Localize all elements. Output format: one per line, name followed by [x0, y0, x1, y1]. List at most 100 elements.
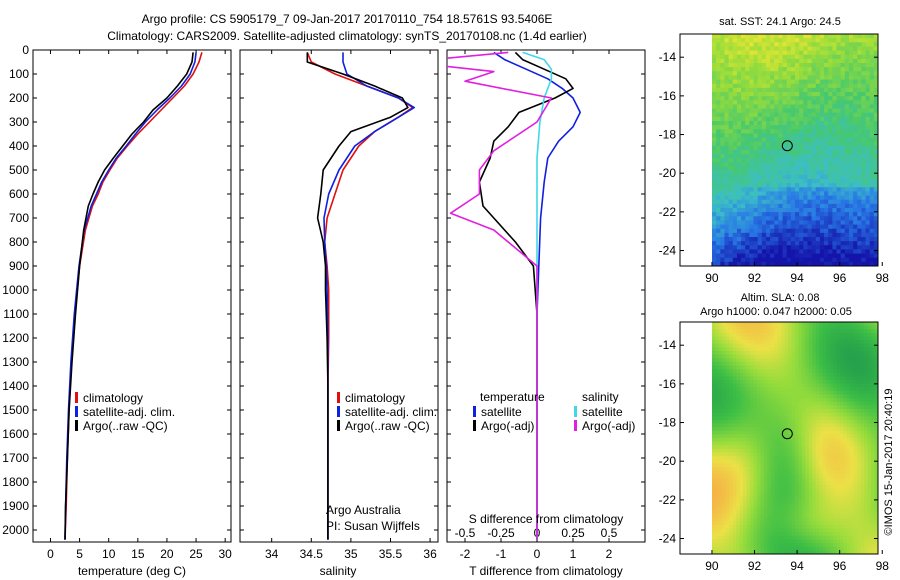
sla-cell [760, 477, 765, 482]
sst-cell [861, 158, 866, 163]
sla-cell [770, 405, 775, 410]
sst-cell [745, 208, 750, 213]
sla-cell [798, 351, 803, 356]
sst-cell [848, 179, 854, 184]
sla-cell [746, 394, 751, 399]
sst-cell [807, 96, 812, 101]
sst-cell [861, 162, 866, 167]
sla-cell [864, 332, 869, 337]
sla-cell [767, 485, 772, 490]
sst-cell [761, 63, 767, 68]
sla-cell [774, 329, 779, 334]
sst-cell [832, 34, 837, 39]
sst-cell [774, 46, 779, 51]
sla-cell [812, 361, 817, 366]
sst-cell [811, 42, 817, 47]
sla-cell [846, 332, 851, 337]
sla-cell [753, 427, 758, 432]
sla-cell [774, 448, 779, 453]
sla-cell [801, 416, 806, 421]
sst-cell [716, 195, 721, 201]
sla-cell [871, 361, 875, 366]
sla-cell [736, 463, 741, 468]
sst-cell [736, 166, 742, 172]
sst-cell [741, 228, 746, 234]
sst-cell [869, 42, 875, 47]
sla-cell [860, 456, 865, 461]
sst-cell [848, 46, 854, 51]
sla-cell [843, 347, 848, 352]
sst-cell [720, 237, 725, 242]
sla-cell [864, 452, 869, 457]
sst-cell [873, 241, 879, 246]
sla-cell [846, 343, 851, 348]
sst-cell [807, 166, 812, 172]
sst-cell [869, 249, 875, 254]
sla-cell [833, 481, 837, 486]
sst-cell [844, 112, 850, 118]
sla-cell [860, 434, 865, 439]
sla-cell [839, 459, 844, 464]
sla-cell [829, 427, 834, 432]
sla-cell [791, 448, 796, 453]
sla-cell [836, 423, 841, 428]
sla-cell [836, 467, 841, 472]
sla-cell [739, 409, 744, 414]
sla-cell [795, 398, 799, 403]
sst-cell [861, 54, 866, 60]
sst-cell [803, 46, 808, 51]
sst-cell [815, 121, 821, 126]
sst-cell [811, 232, 817, 238]
sst-cell [840, 108, 846, 114]
sst-cell [840, 50, 846, 56]
sst-cell [716, 129, 721, 134]
sla-cell [788, 441, 792, 446]
sla-map [712, 322, 879, 555]
sla-cell [718, 376, 723, 381]
sla-cell [874, 503, 879, 508]
sla-cell [795, 445, 799, 450]
sst-cell [720, 63, 725, 68]
sla-cell [795, 351, 799, 356]
sla-cell [846, 445, 851, 450]
sla-cell [770, 412, 775, 417]
sla-cell [853, 434, 858, 439]
sst-cell [873, 203, 879, 209]
sla-cell [833, 448, 837, 453]
sla-cell [795, 427, 799, 432]
sst-cell [786, 50, 792, 56]
sla-cell [743, 390, 747, 395]
sla-cell [784, 448, 789, 453]
sla-cell [774, 351, 779, 356]
sla-cell [756, 503, 761, 508]
sst-cell [790, 96, 796, 101]
sla-cell [739, 503, 744, 508]
sst-cell [873, 253, 879, 259]
sla-cell [795, 376, 799, 381]
sst-cell [790, 34, 796, 39]
sst-cell [840, 158, 846, 163]
sst-cell [757, 241, 763, 246]
sla-cell [725, 336, 730, 341]
sla-cell [826, 423, 830, 428]
sla-cell [795, 336, 799, 341]
sst-cell [736, 245, 742, 250]
sst-cell [741, 245, 746, 250]
sst-cell [761, 141, 767, 147]
sst-cell [857, 224, 862, 230]
sla-cell [784, 336, 789, 341]
sst-cell [857, 104, 862, 109]
sst-cell [844, 63, 850, 68]
sla-cell [712, 467, 716, 472]
sla-cell [739, 459, 744, 464]
sst-cell [857, 75, 862, 80]
sla-cell [784, 329, 789, 334]
sst-cell [749, 228, 754, 234]
sst-cell [832, 96, 837, 101]
sla-cell [729, 423, 734, 428]
sla-cell [791, 332, 796, 337]
sst-cell [778, 179, 783, 184]
sla-cell [795, 438, 799, 443]
sst-cell [795, 137, 800, 143]
sla-cell [839, 481, 844, 486]
